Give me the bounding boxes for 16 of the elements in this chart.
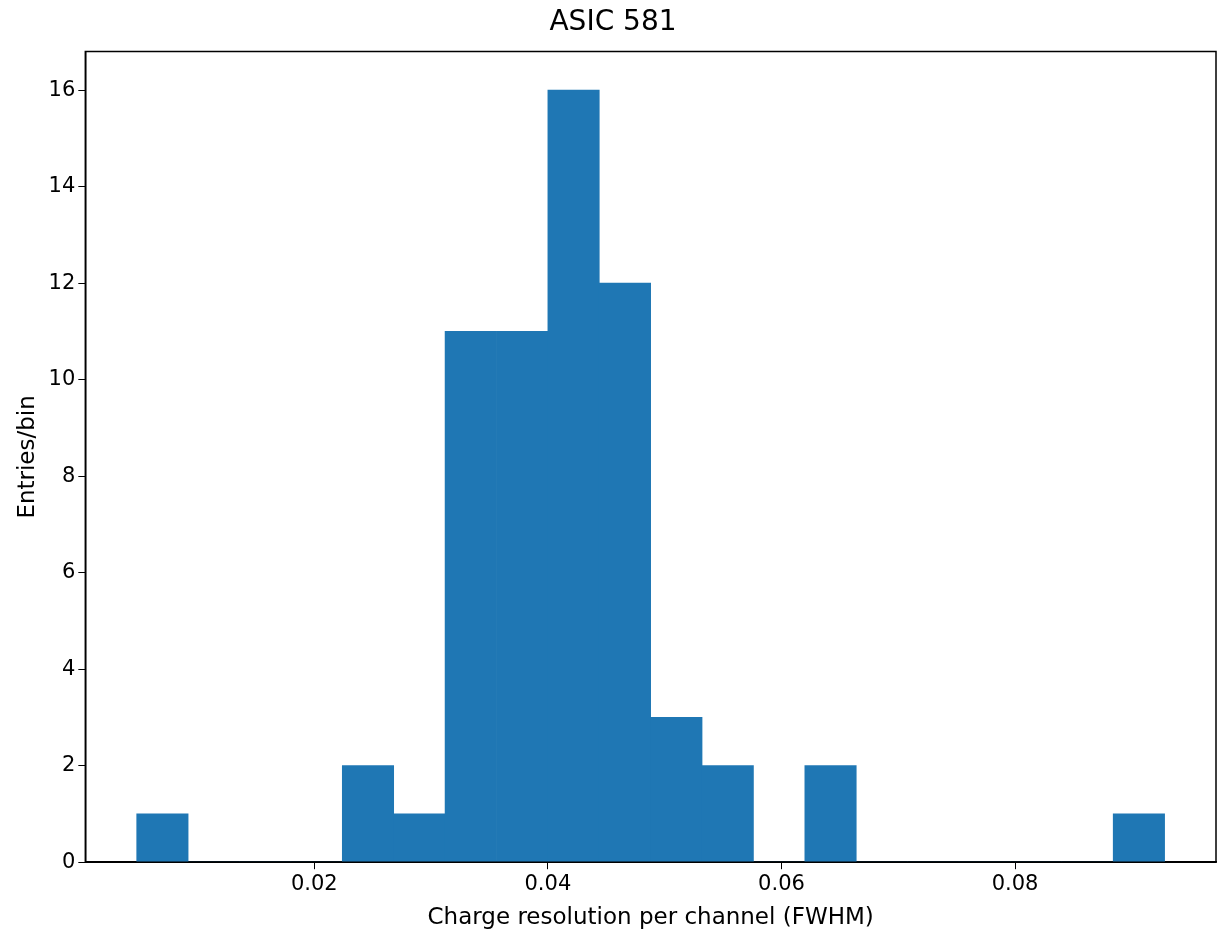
x-tick-label: 0.08 (991, 871, 1039, 896)
x-axis-title: Charge resolution per channel (FWHM) (427, 903, 874, 930)
y-tick-label: 10 (48, 366, 76, 391)
y-axis-title: Entries/bin (12, 395, 39, 519)
y-tick-label: 6 (61, 559, 76, 584)
y-tick-label: 12 (48, 269, 76, 294)
x-tick-label: 0.02 (290, 871, 338, 896)
y-tick-label: 8 (61, 462, 76, 487)
x-tick-label: 0.04 (524, 871, 572, 896)
y-tick-label: 2 (61, 752, 76, 777)
y-tick-label: 4 (61, 655, 76, 680)
chart-title: ASIC 581 (549, 4, 677, 38)
y-tick-label: 16 (48, 76, 76, 101)
y-tick-label: 0 (61, 848, 76, 873)
y-tick-label: 14 (48, 173, 76, 198)
x-tick-label: 0.06 (758, 871, 805, 896)
